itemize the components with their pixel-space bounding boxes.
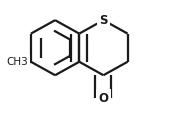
Text: CH3: CH3 xyxy=(7,57,28,67)
Text: O: O xyxy=(98,92,108,105)
Text: S: S xyxy=(99,14,108,27)
